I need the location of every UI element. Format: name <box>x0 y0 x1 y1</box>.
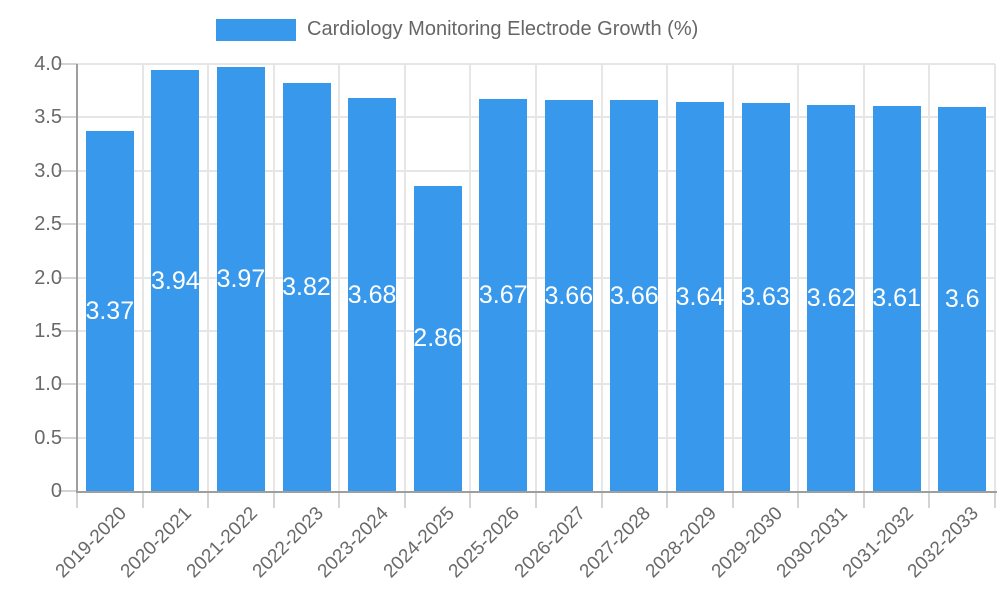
x-tick <box>338 492 341 508</box>
y-tick-label: 3.0 <box>34 159 62 182</box>
bar-value-label: 2.86 <box>413 324 462 353</box>
bar <box>85 131 134 491</box>
v-gridline <box>403 64 406 491</box>
y-tick <box>58 329 77 332</box>
bar-value-label: 3.37 <box>85 297 135 326</box>
v-gridline <box>141 64 144 491</box>
x-tick <box>994 492 996 508</box>
bar <box>675 102 724 491</box>
y-tick <box>58 223 77 226</box>
x-tick <box>272 492 275 508</box>
v-gridline <box>272 64 275 491</box>
v-gridline <box>731 64 734 491</box>
bar <box>544 100 593 491</box>
legend-swatch <box>216 18 296 41</box>
bar <box>151 70 200 491</box>
y-tick-label: 2.5 <box>34 213 62 236</box>
x-tick <box>928 492 931 508</box>
x-tick <box>469 492 472 508</box>
bar-value-label: 3.67 <box>478 281 528 310</box>
y-tick <box>58 169 77 172</box>
v-gridline <box>338 64 341 491</box>
bar-value-label: 3.62 <box>806 283 856 312</box>
bar <box>479 99 528 491</box>
x-tick <box>862 492 865 508</box>
y-tick-label: 0.5 <box>34 426 62 449</box>
bar <box>872 105 921 491</box>
v-gridline <box>535 64 537 491</box>
bar <box>348 98 397 491</box>
x-tick <box>141 492 144 508</box>
x-axis-line <box>76 491 997 493</box>
y-tick <box>58 116 77 119</box>
bar <box>282 83 331 491</box>
bar <box>610 100 659 491</box>
x-tick <box>731 492 734 508</box>
v-gridline <box>797 64 800 491</box>
bar-value-label: 3.63 <box>741 283 790 312</box>
bar-value-label: 3.64 <box>675 282 725 311</box>
bar <box>807 104 856 491</box>
v-gridline <box>600 64 603 491</box>
v-gridline <box>862 64 865 491</box>
y-tick <box>58 383 77 386</box>
y-tick-label: 2.0 <box>34 266 62 289</box>
bar-value-label: 3.94 <box>151 266 200 295</box>
bar-value-label: 3.66 <box>610 281 659 310</box>
v-gridline <box>469 64 472 491</box>
y-tick-label: 3.5 <box>34 106 62 129</box>
bar <box>741 103 790 491</box>
y-tick <box>58 490 77 492</box>
y-tick <box>58 436 77 439</box>
bar <box>216 67 265 491</box>
v-gridline <box>928 64 931 491</box>
bar-value-label: 3.61 <box>872 284 921 313</box>
bar-value-label: 3.97 <box>216 265 266 294</box>
y-tick-label: 1.5 <box>34 319 62 342</box>
bar-value-label: 3.68 <box>347 280 397 309</box>
y-tick-label: 1.0 <box>34 373 62 396</box>
y-axis-line <box>76 64 78 493</box>
v-gridline <box>994 64 996 491</box>
x-tick <box>535 492 537 508</box>
x-tick <box>797 492 800 508</box>
v-gridline <box>207 64 210 491</box>
v-gridline <box>666 64 669 491</box>
x-tick <box>403 492 406 508</box>
bar <box>938 106 987 491</box>
y-tick-label: 4.0 <box>34 53 62 75</box>
y-tick-label: 0 <box>50 480 62 502</box>
x-tick <box>76 492 78 508</box>
y-tick <box>58 276 77 279</box>
bar-value-label: 3.82 <box>282 273 331 302</box>
legend: Cardiology Monitoring Electrode Growth (… <box>216 18 698 41</box>
bar-value-label: 3.6 <box>944 284 980 313</box>
x-tick <box>207 492 210 508</box>
y-tick <box>58 63 77 65</box>
legend-label: Cardiology Monitoring Electrode Growth (… <box>307 18 699 40</box>
bar-value-label: 3.66 <box>544 281 594 310</box>
x-tick <box>666 492 669 508</box>
bar <box>413 185 462 491</box>
x-tick <box>600 492 603 508</box>
